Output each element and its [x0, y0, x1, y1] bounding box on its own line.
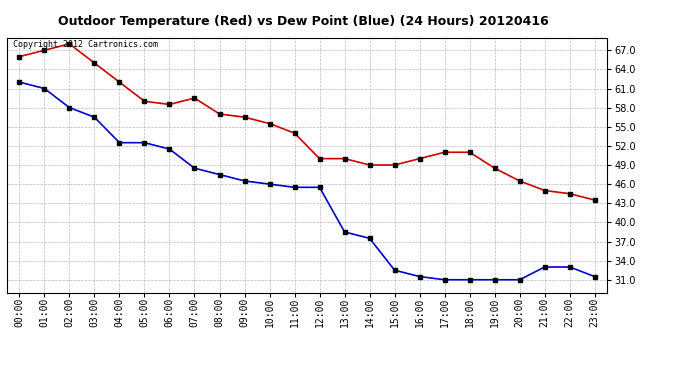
Text: Copyright 2012 Cartronics.com: Copyright 2012 Cartronics.com — [13, 40, 158, 49]
Text: Outdoor Temperature (Red) vs Dew Point (Blue) (24 Hours) 20120416: Outdoor Temperature (Red) vs Dew Point (… — [58, 15, 549, 28]
